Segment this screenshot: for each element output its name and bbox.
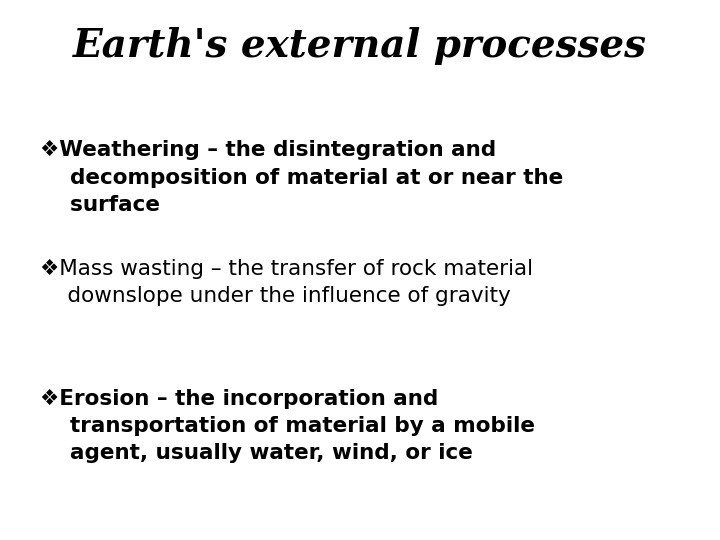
Text: Earth's external processes: Earth's external processes xyxy=(73,27,647,65)
Text: ❖Weathering – the disintegration and
    decomposition of material at or near th: ❖Weathering – the disintegration and dec… xyxy=(40,140,563,215)
Text: ❖Mass wasting – the transfer of rock material
    downslope under the influence : ❖Mass wasting – the transfer of rock mat… xyxy=(40,259,533,306)
Text: ❖Erosion – the incorporation and
    transportation of material by a mobile
    : ❖Erosion – the incorporation and transpo… xyxy=(40,389,534,463)
